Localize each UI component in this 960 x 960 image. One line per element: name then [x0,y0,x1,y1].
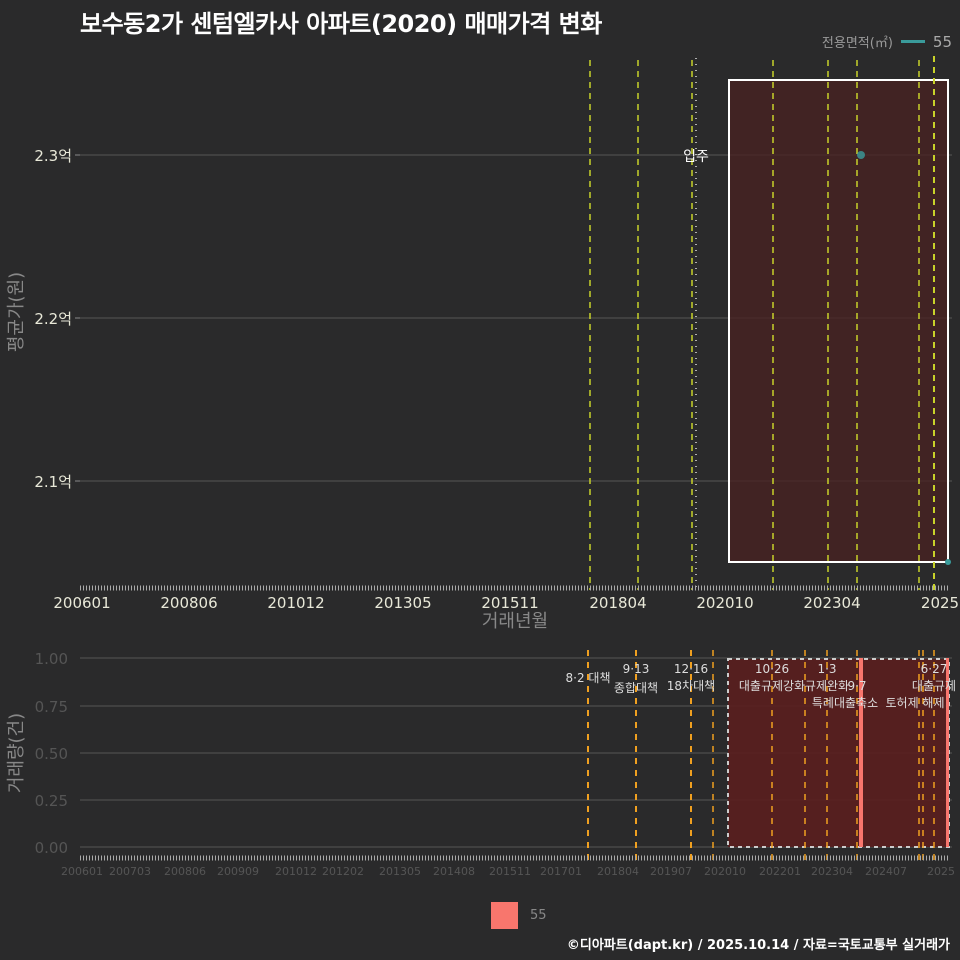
policy-label: 특례대출축소 [812,696,878,710]
legend-line-swatch-icon [900,40,925,43]
policy-label: 10·26 [755,662,789,676]
policy-label: 대출규제 [912,679,956,693]
policy-label: 대출규제강화 [739,679,805,693]
legend-title: 전용면적(㎡) [821,36,893,51]
y-axis-label: 거래량(건) [6,713,27,793]
x-tick-label: 201012 [267,594,324,612]
x-tick-label: 202201 [759,865,801,878]
x-tick-label: 200703 [109,865,151,878]
highlight-box [728,79,949,563]
price-chart: 2.3억 2.2억 2.1억 평균가(원) 입주 200601 200806 2… [6,56,959,632]
y-tick-label: 2.2억 [34,310,72,328]
y-tick-label: 2.3억 [34,147,72,165]
policy-label: 18차대책 [667,678,715,693]
x-tick-label: 201012 [275,865,317,878]
x-tick-label: 202407 [865,865,907,878]
x-tick-label: 200601 [53,594,110,612]
highlight-box [727,658,950,848]
x-tick-label: 202010 [704,865,746,878]
x-tick-label: 201305 [374,594,431,612]
policy-label: 토허제 해제 [885,696,944,710]
x-tick-label: 201804 [589,594,646,612]
x-tick-label: 200601 [61,865,103,878]
move-in-annotation: 입주 [683,149,709,165]
x-tick-label: 201511 [481,594,538,612]
chart-title: 보수동2가 센텀엘카사 아파트(2020) 매매가격 변화 [80,10,602,38]
x-axis-label: 거래년월 [482,611,548,632]
y-tick-marks [75,154,80,482]
x-tick-label: 202304 [811,865,853,878]
x-tick-label: 2025 [921,594,959,612]
y-tick-label: 0.75 [35,698,68,716]
bar [946,658,949,847]
policy-label: 종합대책 [614,680,658,695]
source-footer: ©디아파트(dapt.kr) / 2025.10.14 / 자료=국토교통부 실… [566,938,950,953]
x-tick-label: 201408 [433,865,475,878]
y-tick-label: 0.50 [35,745,68,763]
legend-bottom: 55 [491,902,547,929]
x-tick-label: 202010 [696,594,753,612]
x-tick-label: 2025 [927,865,955,878]
x-tick-label: 201511 [489,865,531,878]
legend-top: 전용면적(㎡) 55 [821,32,952,52]
policy-label: 규제완화 [805,679,849,693]
policy-label: 9·7 [847,679,866,693]
policy-label: 9·13 [623,662,650,676]
y-tick-label: 2.1억 [34,473,72,491]
x-tick-label: 201202 [322,865,364,878]
x-tick-label: 200909 [217,865,259,878]
policy-label: 12·16 [674,662,708,676]
bar [859,658,863,847]
data-point [857,151,865,159]
volume-chart: 1.00 0.75 0.50 0.25 0.00 거래량(건) 8·2 대책 9… [6,650,956,878]
policy-label: 1·3 [817,662,836,676]
policy-label: 6·27 [921,662,948,676]
y-axis-label: 평균가(원) [6,272,27,352]
legend-entry-label: 55 [932,32,952,51]
y-tick-label: 1.00 [35,650,68,668]
legend-fill-swatch-icon [491,902,518,929]
x-tick-label: 202304 [803,594,860,612]
policy-label: 8·2 대책 [566,670,611,685]
x-tick-label: 201907 [650,865,692,878]
legend-entry-label: 55 [530,908,547,923]
data-point [945,559,951,565]
x-tick-label: 200806 [164,865,206,878]
x-tick-label: 200806 [160,594,217,612]
y-tick-label: 0.25 [35,792,68,810]
x-tick-label: 201305 [379,865,421,878]
policy-lines [589,56,935,590]
y-tick-label: 0.00 [35,839,68,857]
x-tick-label: 201701 [540,865,582,878]
x-tick-label: 201804 [597,865,639,878]
